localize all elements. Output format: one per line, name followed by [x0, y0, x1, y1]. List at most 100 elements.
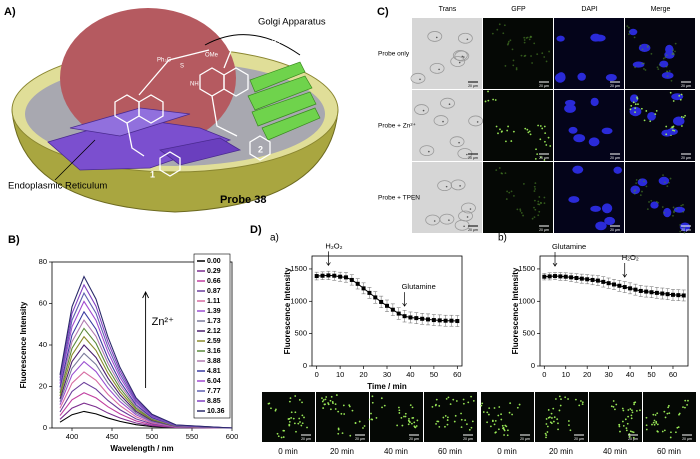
granule: [289, 397, 292, 399]
data-point: [654, 290, 659, 295]
granule: [491, 420, 494, 423]
granule: [628, 435, 631, 438]
cell: [439, 213, 455, 225]
y-tick-label: 20: [39, 381, 47, 390]
granule: [630, 417, 633, 420]
granule: [371, 418, 374, 421]
structure-label: NH: [190, 82, 199, 88]
granule: [550, 422, 553, 425]
granule: [578, 404, 581, 407]
granule: [663, 410, 666, 413]
cell: [450, 56, 466, 67]
granule: [639, 194, 642, 197]
granule: [340, 412, 343, 415]
granule: [499, 128, 501, 131]
legend-label: 6.04: [207, 378, 221, 385]
granule: [435, 423, 437, 425]
granule: [650, 52, 653, 55]
label-site: 1: [150, 169, 155, 179]
granule: [461, 55, 464, 58]
series-line: [59, 392, 233, 429]
panel-label: A): [4, 6, 16, 18]
granule: [299, 421, 301, 423]
micrograph: [483, 162, 553, 233]
granule: [488, 407, 491, 410]
granule: [484, 100, 487, 103]
granule: [538, 196, 541, 198]
granule: [628, 33, 630, 36]
granule: [343, 413, 346, 415]
granule: [682, 210, 685, 213]
granule: [629, 108, 632, 111]
granule: [495, 431, 497, 434]
scale-label: 20 μm: [681, 228, 691, 232]
granule: [627, 409, 630, 411]
granule: [568, 424, 570, 427]
granule: [679, 224, 682, 226]
micrograph: [535, 392, 588, 442]
granule: [331, 401, 334, 403]
data-point: [332, 273, 337, 278]
granule: [548, 50, 550, 53]
granule: [641, 48, 644, 51]
granule: [626, 422, 629, 425]
granule: [531, 62, 534, 64]
granule: [298, 417, 301, 420]
scale-label: 20 μm: [610, 84, 620, 88]
annotation-arrow: [402, 292, 407, 307]
y-tick-label: 1500: [290, 264, 307, 273]
granule: [630, 409, 633, 412]
granule: [684, 406, 686, 409]
data-point: [379, 299, 384, 304]
granule: [324, 403, 326, 406]
granule: [538, 203, 541, 206]
granule: [288, 400, 291, 403]
granule: [410, 422, 413, 425]
granule: [349, 434, 352, 437]
granule: [537, 214, 540, 217]
granule: [633, 192, 636, 195]
granule: [531, 217, 534, 220]
cell: [410, 72, 426, 84]
legend-label: 1.73: [207, 318, 221, 325]
granule: [507, 40, 510, 43]
granule: [548, 416, 551, 419]
granule: [511, 48, 514, 51]
golgi: [247, 61, 321, 141]
granule: [506, 190, 509, 193]
granule: [666, 412, 669, 415]
granule: [658, 63, 661, 66]
granule: [337, 427, 340, 430]
granule: [656, 423, 659, 426]
granule: [506, 129, 509, 132]
data-point: [574, 276, 579, 280]
scale-label: 20 μm: [681, 156, 691, 160]
granule: [615, 403, 618, 406]
cell: [461, 202, 476, 214]
label-golgi: Golgi Apparatus: [258, 17, 326, 28]
granule: [627, 26, 630, 29]
granule: [632, 101, 635, 104]
column-header: Trans: [439, 6, 457, 13]
granule: [381, 406, 383, 409]
data-point: [569, 275, 574, 280]
legend-label: 2.59: [207, 338, 221, 345]
granule: [435, 403, 437, 406]
granule: [614, 408, 616, 411]
granule: [329, 408, 332, 411]
granule: [446, 419, 449, 421]
data-point: [649, 290, 654, 295]
granule: [646, 46, 649, 48]
granule: [498, 406, 501, 408]
granule: [337, 432, 340, 435]
granule: [669, 436, 672, 439]
granule: [282, 429, 285, 432]
granule: [644, 69, 647, 71]
x-tick-label: 550: [186, 432, 199, 441]
granule: [558, 395, 561, 398]
data-point: [431, 318, 436, 323]
nucleus: [564, 99, 576, 106]
granule: [497, 414, 500, 417]
granule: [502, 427, 504, 430]
granule: [656, 412, 659, 415]
